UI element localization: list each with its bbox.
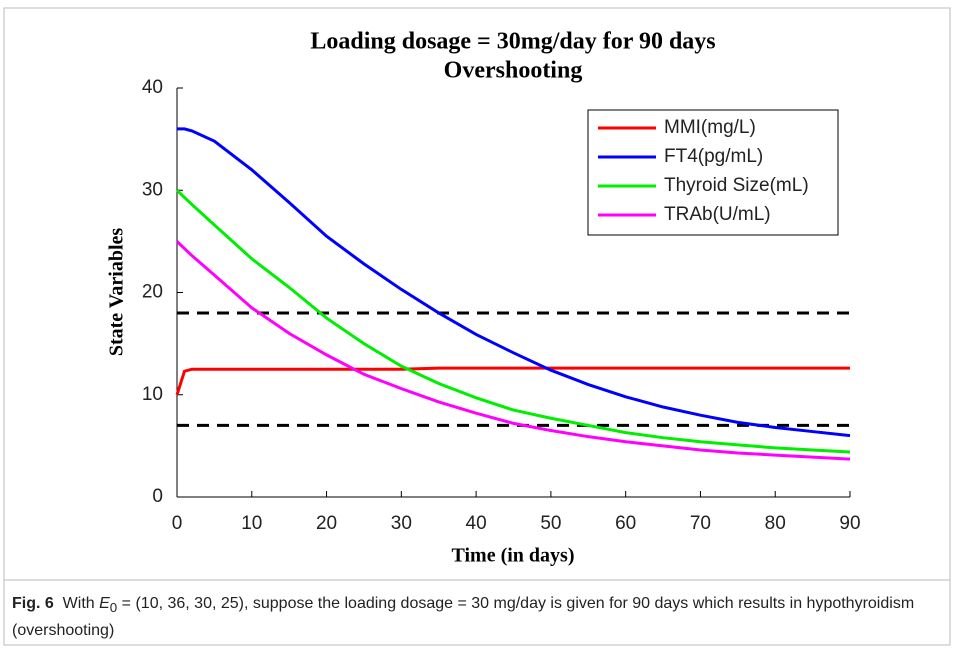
figure-frame: [3, 7, 951, 646]
y-axis-label: State Variables: [106, 228, 128, 357]
legend-label: MMI(mg/L): [664, 117, 756, 138]
caption-var: E: [99, 595, 110, 612]
x-tick-label: 0: [172, 513, 183, 534]
series-line: [175, 240, 851, 461]
series-line: [177, 127, 851, 438]
x-tick-label: 30: [391, 513, 412, 534]
x-tick-label: 80: [765, 513, 786, 534]
caption-text: = (10, 36, 30, 25), suppose the loading …: [12, 595, 915, 640]
y-tick-label: 20: [142, 282, 163, 303]
x-tick-label: 40: [466, 513, 487, 534]
legend-label: FT4(pg/mL): [664, 146, 763, 167]
chart-title: Loading dosage = 30mg/day for 90 days: [310, 29, 715, 55]
y-tick-label: 0: [152, 486, 163, 507]
caption-label: Fig. 6: [12, 595, 54, 612]
x-tick-label: 10: [241, 513, 262, 534]
series-line: [175, 189, 851, 454]
caption: Fig. 6 With E0 = (10, 36, 30, 25), suppo…: [12, 592, 942, 642]
x-tick-label: 20: [316, 513, 337, 534]
y-tick-label: 40: [142, 77, 163, 98]
x-tick-label: 60: [615, 513, 636, 534]
chart-subtitle: Overshooting: [444, 58, 583, 84]
caption-lead: With: [62, 595, 95, 612]
x-axis-label: Time (in days): [452, 545, 575, 567]
x-tick-label: 90: [839, 513, 860, 534]
x-tick-label: 50: [540, 513, 561, 534]
legend-label: Thyroid Size(mL): [664, 175, 809, 196]
x-tick-label: 70: [690, 513, 711, 534]
y-tick-label: 30: [142, 179, 163, 200]
y-tick-label: 10: [142, 384, 163, 405]
legend-label: TRAb(U/mL): [664, 204, 771, 225]
caption-sub: 0: [109, 600, 118, 616]
series-line: [175, 366, 850, 396]
